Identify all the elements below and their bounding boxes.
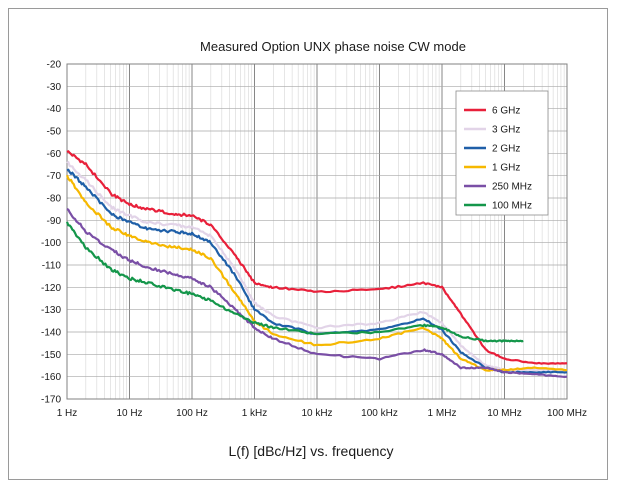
x-axis-label: L(f) [dBc/Hz] vs. frequency bbox=[229, 443, 394, 459]
legend-label: 3 GHz bbox=[492, 125, 520, 136]
y-tick-label: -50 bbox=[47, 127, 62, 138]
x-tick-label: 1 Hz bbox=[57, 408, 78, 419]
x-tick-label: 100 Hz bbox=[176, 408, 208, 419]
y-tick-label: -60 bbox=[47, 149, 62, 160]
y-tick-label: -110 bbox=[42, 261, 62, 272]
y-tick-label: -160 bbox=[41, 372, 61, 383]
legend: 6 GHz 3 GHz 2 GHz 1 GHz 250 MHz 100 MHz bbox=[455, 90, 549, 216]
plot-area-border bbox=[66, 63, 568, 400]
x-tick-label: 10 MHz bbox=[487, 408, 521, 419]
legend-label: 2 GHz bbox=[492, 144, 520, 155]
phase-noise-chart: Measured Option UNX phase noise CW mode … bbox=[41, 39, 587, 459]
y-tick-label: -70 bbox=[47, 171, 62, 182]
chart-frame: Measured Option UNX phase noise CW mode … bbox=[8, 8, 608, 480]
y-tick-label: -120 bbox=[41, 283, 61, 294]
y-tick-label: -130 bbox=[41, 305, 61, 316]
legend-label: 6 GHz bbox=[492, 106, 520, 117]
y-tick-label: -20 bbox=[47, 60, 62, 71]
y-tick-label: -140 bbox=[41, 328, 61, 339]
chart-title: Measured Option UNX phase noise CW mode bbox=[200, 39, 466, 54]
y-tick-label: -30 bbox=[47, 82, 62, 93]
y-tick-label: -90 bbox=[47, 216, 62, 227]
series-line-250-mhz bbox=[66, 207, 568, 378]
y-tick-label: -40 bbox=[47, 104, 62, 115]
series-lines bbox=[65, 150, 568, 378]
x-tick-label: 100 kHz bbox=[361, 408, 398, 419]
series-line-6-ghz bbox=[66, 150, 568, 365]
legend-label: 1 GHz bbox=[492, 163, 520, 174]
y-tick-label: -170 bbox=[41, 395, 61, 406]
x-tick-label: 10 kHz bbox=[301, 408, 332, 419]
y-tick-label: -150 bbox=[41, 350, 61, 361]
x-tick-label: 1 kHz bbox=[242, 408, 268, 419]
legend-label: 100 MHz bbox=[492, 201, 532, 212]
legend-box bbox=[455, 90, 549, 216]
tick-labels: -20 -30 -40 -50 -60 -70 -80 -90 -100 -110 -120 -130… bbox=[41, 60, 587, 420]
x-tick-label: 1 MHz bbox=[428, 408, 457, 419]
x-tick-label: 100 MHz bbox=[547, 408, 587, 419]
series-line-2-ghz bbox=[66, 168, 568, 374]
x-tick-label: 10 Hz bbox=[116, 408, 142, 419]
grid bbox=[66, 63, 568, 400]
legend-label: 250 MHz bbox=[492, 182, 532, 193]
series-line-3-ghz bbox=[66, 160, 568, 372]
series-line-100-mhz bbox=[65, 221, 524, 343]
y-tick-label: -100 bbox=[41, 238, 61, 249]
y-tick-label: -80 bbox=[47, 194, 62, 205]
